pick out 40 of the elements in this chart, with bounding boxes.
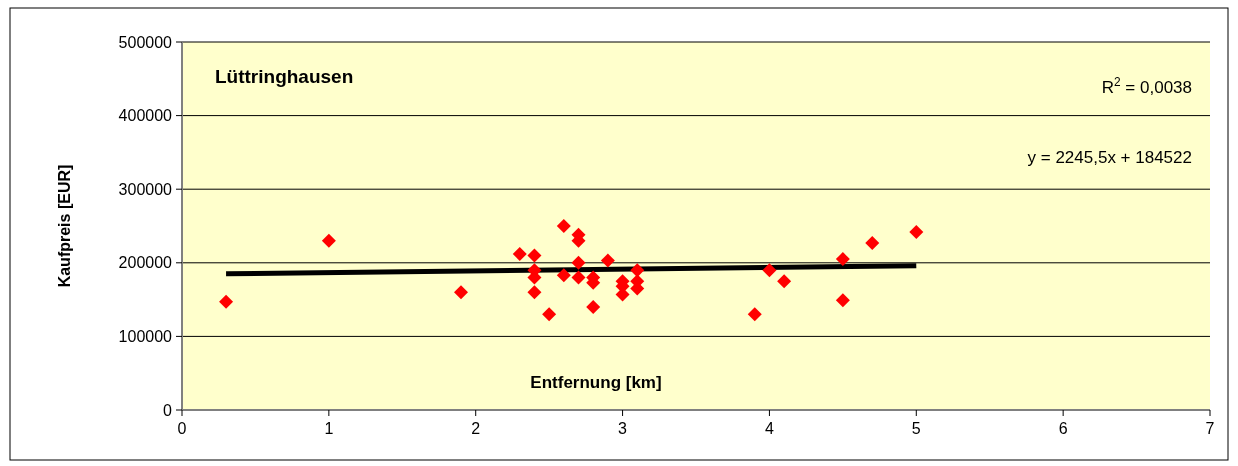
y-tick-label: 200000 bbox=[118, 254, 173, 272]
point bbox=[835, 252, 850, 267]
point bbox=[556, 268, 571, 283]
y-tick-label: 400000 bbox=[118, 107, 173, 125]
x-tick-label: 1 bbox=[324, 420, 334, 437]
point bbox=[747, 307, 762, 322]
point bbox=[865, 235, 880, 250]
point bbox=[571, 255, 586, 270]
annotation: y = 2245,5x + 184522 bbox=[1027, 148, 1192, 167]
point bbox=[454, 285, 469, 300]
x-tick-label: 0 bbox=[177, 420, 187, 437]
annotation: Lüttringhausen bbox=[215, 66, 354, 87]
x-axis-title: Entfernung [km] bbox=[530, 373, 662, 392]
point bbox=[527, 285, 542, 300]
x-tick-label: 5 bbox=[911, 420, 921, 437]
point bbox=[527, 248, 542, 263]
point bbox=[542, 307, 557, 322]
point bbox=[556, 219, 571, 233]
point bbox=[219, 294, 234, 309]
y-tick-label: 100000 bbox=[118, 328, 173, 345]
point bbox=[571, 270, 586, 285]
x-tick-label: 6 bbox=[1058, 420, 1068, 437]
x-tick-label: 2 bbox=[471, 420, 481, 437]
point bbox=[586, 299, 601, 314]
point bbox=[777, 274, 792, 289]
annotation: R$^{2}$ = 0,0038 bbox=[1101, 75, 1192, 97]
point bbox=[762, 263, 777, 278]
y-axis-title: Kaufpreis [EUR] bbox=[56, 164, 73, 288]
x-tick-label: 3 bbox=[618, 420, 628, 437]
x-tick-label: 4 bbox=[764, 420, 774, 437]
point bbox=[630, 263, 645, 278]
y-tick-label: 300000 bbox=[118, 180, 173, 198]
x-tick-label: 7 bbox=[1205, 420, 1215, 437]
y-tick-label: 500000 bbox=[118, 33, 173, 51]
point bbox=[909, 224, 924, 239]
y-tick-label: 0 bbox=[163, 401, 173, 419]
point bbox=[600, 253, 615, 268]
point bbox=[835, 293, 850, 308]
point bbox=[321, 233, 336, 248]
point bbox=[512, 246, 527, 261]
